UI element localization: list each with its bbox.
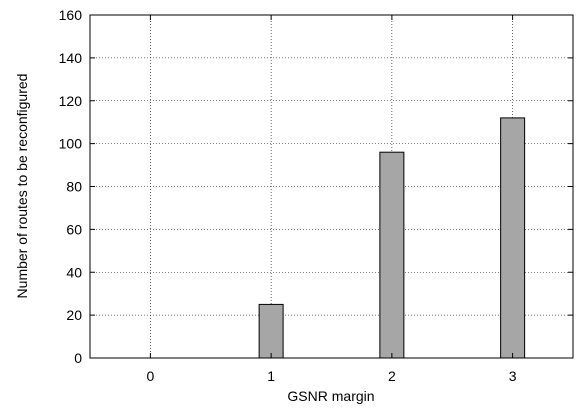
y-tick-label: 60 — [66, 221, 82, 237]
x-tick-label: 1 — [267, 368, 275, 384]
y-tick-label: 0 — [74, 350, 82, 366]
y-tick-label: 20 — [66, 307, 82, 323]
y-tick-label: 160 — [59, 7, 83, 23]
y-tick-label: 100 — [59, 136, 83, 152]
y-tick-label: 80 — [66, 179, 82, 195]
x-tick-label: 2 — [388, 368, 396, 384]
x-tick-label: 3 — [509, 368, 517, 384]
x-axis-label: GSNR margin — [287, 388, 374, 404]
y-tick-label: 40 — [66, 264, 82, 280]
y-axis-label: Number of routes to be reconfigured — [14, 74, 30, 299]
bar-1 — [258, 303, 284, 359]
y-tick-label: 120 — [59, 93, 83, 109]
bar-3 — [500, 117, 526, 359]
y-tick-label: 140 — [59, 50, 83, 66]
bars — [258, 117, 526, 359]
bar-2 — [379, 151, 405, 359]
x-tick-label: 0 — [146, 368, 154, 384]
axis-ticks: 0 20 40 60 80 100 120 140 160 0 1 2 3 — [59, 7, 573, 384]
